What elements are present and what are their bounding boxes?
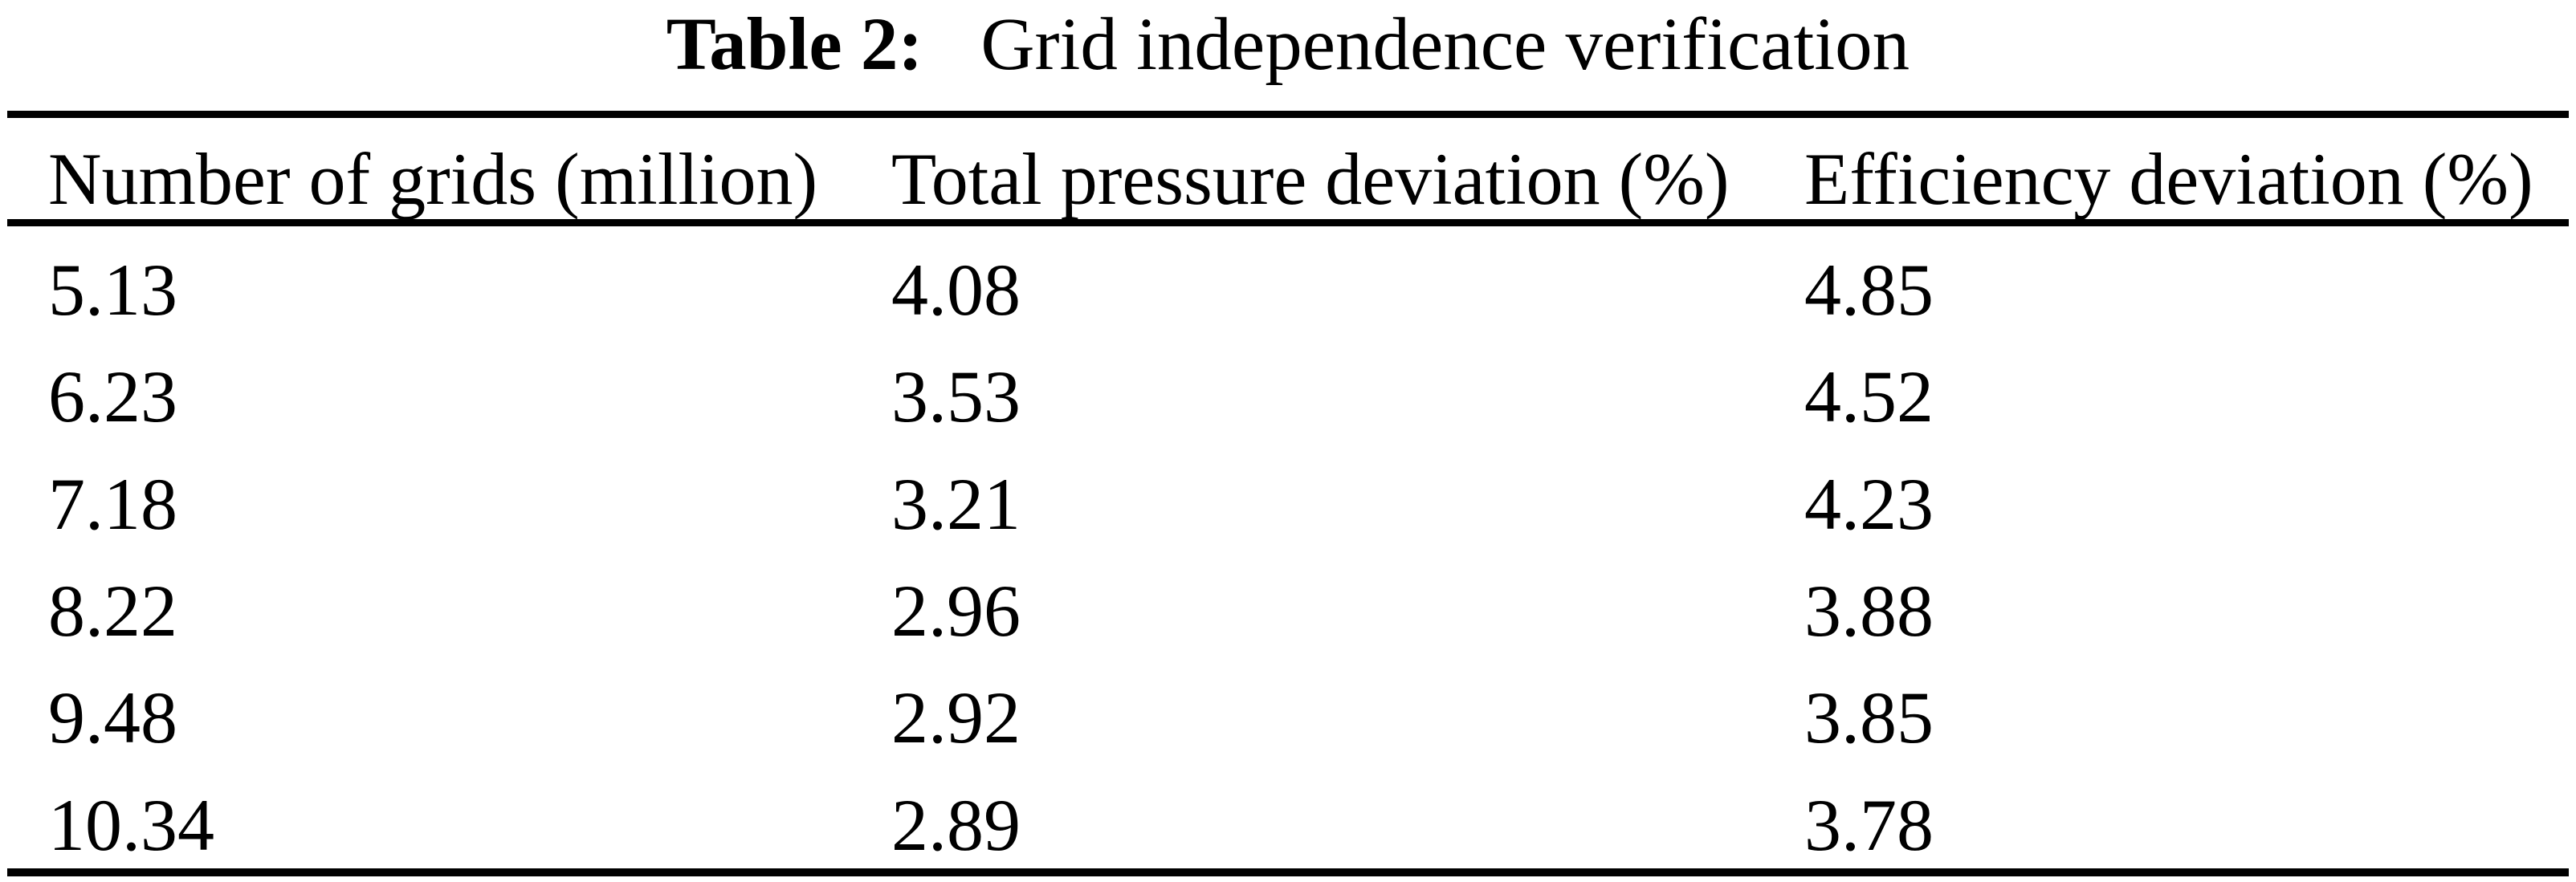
cell-pressure: 2.89	[891, 783, 1021, 866]
cell-grids: 7.18	[48, 462, 177, 545]
table-row: 8.22 2.96 3.88	[7, 547, 2569, 654]
cell-grids: 9.48	[48, 677, 177, 759]
cell-pressure: 3.53	[891, 356, 1021, 438]
cell-pressure: 3.21	[891, 462, 1021, 545]
table-row: 10.34 2.89 3.78	[7, 762, 2569, 868]
caption-text: Grid independence verification	[980, 3, 1910, 86]
table-caption: Table 2: Grid independence verification	[0, 0, 2576, 90]
table-row: 5.13 4.08 4.85	[7, 226, 2569, 333]
cell-efficiency: 3.78	[1804, 783, 1934, 866]
cell-efficiency: 3.88	[1804, 569, 1934, 652]
table-row: 6.23 3.53 4.52	[7, 333, 2569, 440]
header-rule	[7, 219, 2569, 226]
cell-grids: 6.23	[48, 356, 177, 438]
cell-grids: 8.22	[48, 569, 177, 652]
column-header-efficiency: Efficiency deviation (%)	[1804, 138, 2533, 220]
cell-grids: 10.34	[48, 783, 214, 866]
table-row: 9.48 2.92 3.85	[7, 654, 2569, 761]
cell-pressure: 2.92	[891, 677, 1021, 759]
cell-efficiency: 4.85	[1804, 249, 1934, 331]
cell-efficiency: 4.52	[1804, 356, 1934, 438]
column-header-grids: Number of grids (million)	[48, 138, 818, 220]
cell-efficiency: 4.23	[1804, 462, 1934, 545]
table-row: 7.18 3.21 4.23	[7, 441, 2569, 547]
cell-grids: 5.13	[48, 249, 177, 331]
bottom-rule	[7, 868, 2569, 876]
cell-pressure: 4.08	[891, 249, 1021, 331]
table-header-row: Number of grids (million) Total pressure…	[7, 118, 2569, 220]
cell-pressure: 2.96	[891, 569, 1021, 652]
caption-label: Table 2:	[666, 3, 923, 86]
top-rule	[7, 111, 2569, 118]
table-body: 5.13 4.08 4.85 6.23 3.53 4.52 7.18 3.21 …	[7, 226, 2569, 868]
column-header-pressure: Total pressure deviation (%)	[891, 138, 1730, 220]
cell-efficiency: 3.85	[1804, 677, 1934, 759]
